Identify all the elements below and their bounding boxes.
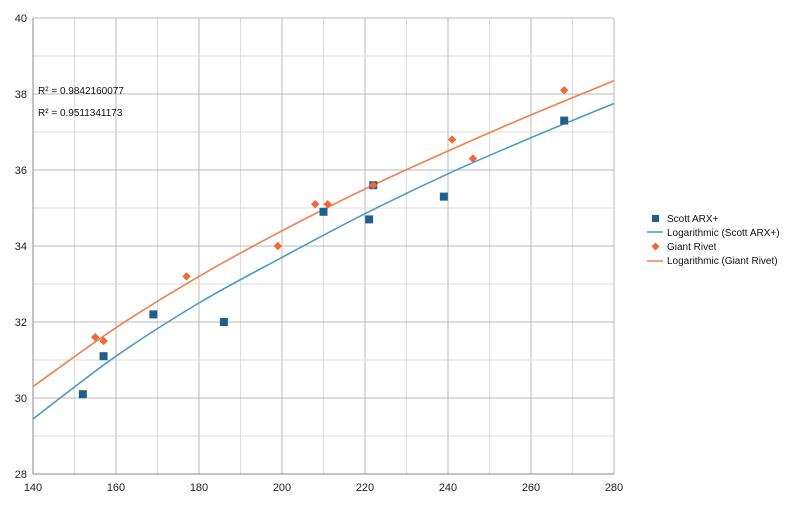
x-tick-label: 220: [356, 482, 374, 494]
axes: [32, 18, 614, 475]
y-tick-label: 40: [15, 13, 27, 25]
data-point-scott-arx: [319, 207, 328, 216]
tick-labels: 140 160 180 200 220 240 260 280 28 30 32 34 36 38 40: [15, 13, 623, 494]
r-squared-label-giant: R² = 0.9511341173: [38, 108, 123, 119]
trendlines: [32, 79, 615, 420]
data-point-scott-arx: [365, 215, 374, 224]
data-point-scott-arx: [99, 352, 108, 361]
data-point-giant-rivet: [560, 86, 569, 95]
data-point-scott-arx: [560, 116, 569, 125]
data-point-giant-rivet: [311, 200, 320, 209]
data-point-scott-arx: [219, 318, 228, 326]
y-tick-label: 32: [15, 317, 27, 329]
data-point-scott-arx: [78, 390, 87, 399]
data-point-scott-arx: [149, 310, 158, 319]
data-point-giant-rivet: [99, 336, 108, 346]
x-tick-label: 280: [605, 482, 623, 494]
r-squared-label-scott: R² = 0.9842160077: [38, 86, 124, 97]
x-tick-label: 140: [24, 482, 42, 494]
legend: Scott ARX+ Logarithmic (Scott ARX+) Gian…: [647, 214, 780, 267]
trendline-scott-arx: [32, 102, 615, 420]
x-tick-label: 180: [190, 482, 208, 494]
legend-marker-scott: [652, 215, 659, 222]
data-point-giant-rivet: [323, 200, 332, 209]
y-tick-label: 36: [15, 165, 27, 177]
y-tick-label: 34: [15, 241, 27, 253]
y-tick-label: 38: [15, 89, 27, 101]
x-tick-label: 240: [439, 482, 457, 494]
legend-label-giant: Giant Rivet: [667, 242, 717, 253]
legend-label-giant-trend: Logarithmic (Giant Rivet): [667, 256, 778, 267]
data-points: [78, 86, 569, 399]
legend-marker-giant: [651, 242, 660, 251]
data-point-giant-rivet: [447, 135, 457, 144]
trendline-giant-rivet: [32, 79, 615, 388]
data-point-scott-arx: [439, 192, 448, 201]
y-tick-label: 30: [15, 393, 27, 405]
data-point-giant-rivet: [182, 272, 191, 281]
grid: [32, 17, 615, 475]
data-point-giant-rivet: [273, 241, 283, 251]
legend-label-scott-trend: Logarithmic (Scott ARX+): [667, 228, 780, 239]
data-point-giant-rivet: [91, 333, 100, 342]
x-tick-label: 200: [273, 482, 291, 494]
data-point-giant-rivet: [369, 181, 378, 190]
x-tick-label: 260: [522, 482, 540, 494]
legend-label-scott: Scott ARX+: [667, 214, 719, 225]
y-tick-label: 28: [15, 469, 27, 481]
x-tick-label: 160: [107, 482, 125, 494]
data-point-giant-rivet: [468, 154, 478, 163]
